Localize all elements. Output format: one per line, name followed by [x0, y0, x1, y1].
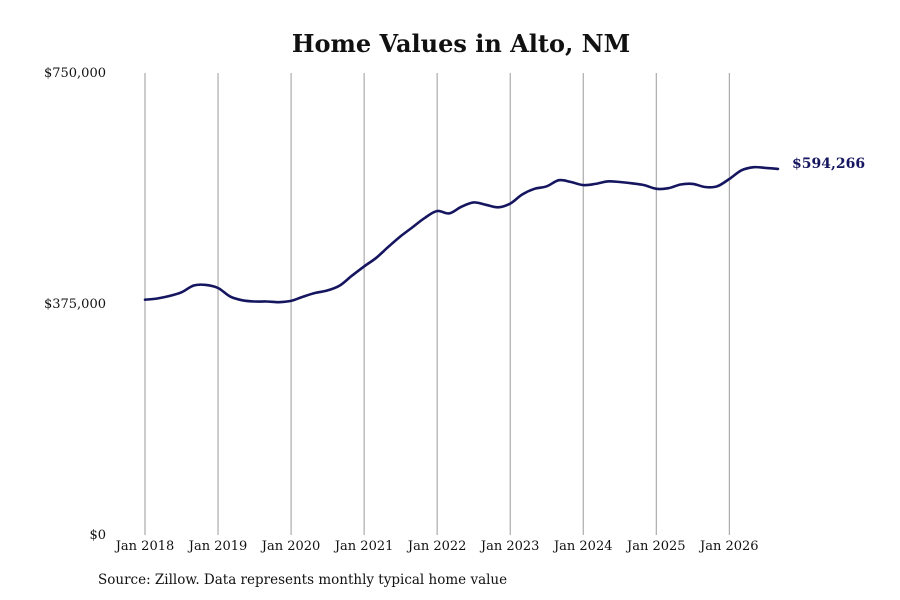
y-tick-label: $0 — [89, 528, 106, 543]
x-tick-label: Jan 2022 — [406, 539, 467, 554]
chart-title: Home Values in Alto, NM — [292, 29, 630, 58]
x-axis-ticks: Jan 2018 Jan 2019 Jan 2020 Jan 2021 Jan 2022… — [114, 539, 759, 554]
x-tick-label: Jan 2026 — [698, 539, 759, 554]
y-tick-label: $375,000 — [44, 297, 106, 312]
source-note: Source: Zillow. Data represents monthly … — [98, 572, 508, 588]
x-tick-label: Jan 2025 — [625, 539, 686, 554]
latest-value-label: $594,266 — [792, 156, 865, 172]
y-axis-ticks: $0 $375,000 $750,000 — [44, 66, 106, 543]
x-tick-label: Jan 2020 — [260, 539, 321, 554]
home-value-line — [143, 165, 780, 304]
x-tick-label: Jan 2024 — [552, 539, 613, 554]
x-tick-label: Jan 2023 — [479, 539, 540, 554]
y-tick-label: $750,000 — [44, 66, 106, 81]
x-tick-label: Jan 2018 — [114, 539, 175, 554]
x-tick-label: Jan 2021 — [333, 539, 394, 554]
vertical-gridlines — [144, 73, 730, 535]
x-tick-label: Jan 2019 — [187, 539, 248, 554]
